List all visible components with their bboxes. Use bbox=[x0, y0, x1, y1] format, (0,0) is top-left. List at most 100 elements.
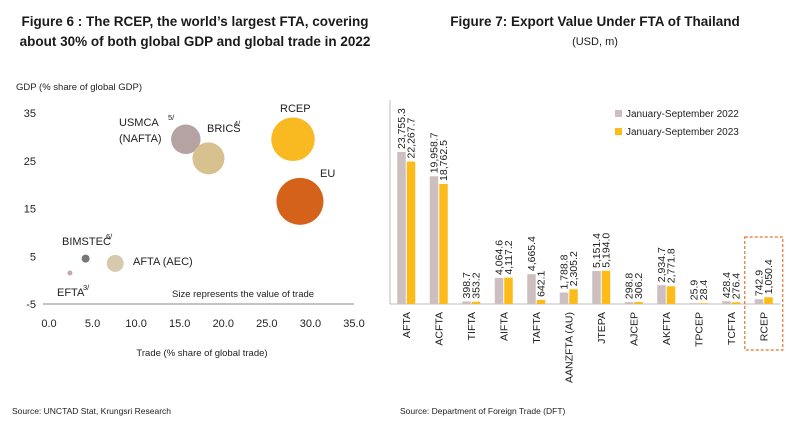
x-tick-label: 30.0 bbox=[300, 318, 321, 330]
bar-data-label: 353.2 bbox=[471, 272, 483, 298]
bar-chart: 23,755.322,267.7 AFTA 19,958.718,762.5 ACFT… bbox=[389, 100, 784, 383]
bar-data-label: 1,788.8 bbox=[559, 254, 571, 289]
bar-data-label: 298.8 bbox=[624, 273, 636, 299]
bubble-label: RCEP bbox=[280, 103, 311, 115]
category-label: TCFTA bbox=[726, 312, 738, 345]
x-tick-label: 20.0 bbox=[213, 318, 234, 330]
bar-data-label: 5,194.0 bbox=[601, 233, 613, 268]
bar-2022 bbox=[592, 271, 601, 304]
x-tick-label: 0.0 bbox=[41, 318, 56, 330]
category-label: AJCEP bbox=[628, 312, 640, 346]
bar-2023 bbox=[439, 183, 448, 304]
y-tick-label: 25 bbox=[24, 156, 36, 168]
x-tick-label: 15.0 bbox=[169, 318, 190, 330]
bubble-point bbox=[276, 177, 324, 225]
bar-2022 bbox=[527, 274, 536, 304]
bar-data-label: 25.9 bbox=[689, 280, 701, 301]
figure6-source: Source: UNCTAD Stat, Krungsri Research bbox=[12, 406, 172, 416]
bar-data-label: 5,151.4 bbox=[591, 233, 603, 268]
bar-2022 bbox=[722, 301, 731, 304]
x-tick-label: 5.0 bbox=[85, 318, 100, 330]
bar-data-label: 23,755.3 bbox=[396, 108, 408, 149]
bar-data-label: 428.4 bbox=[721, 272, 733, 298]
x-tick-label: 35.0 bbox=[343, 318, 364, 330]
rcep-highlight-box bbox=[744, 236, 784, 351]
bubble-point bbox=[192, 142, 225, 175]
legend-label: January-September 2022 bbox=[626, 109, 739, 120]
bar-data-label: 1,050.4 bbox=[763, 259, 775, 294]
y-tick-label: -5 bbox=[26, 299, 36, 311]
y-tick-label: 5 bbox=[30, 251, 36, 263]
bar-data-label: 2,771.8 bbox=[666, 248, 678, 283]
legend-label: January-September 2023 bbox=[626, 127, 739, 138]
bar-data-label: 2,305.2 bbox=[568, 251, 580, 286]
bar-2022 bbox=[462, 301, 471, 304]
bar-data-label: 642.1 bbox=[536, 270, 548, 296]
bar-2023 bbox=[666, 286, 676, 304]
x-tick-label: 25.0 bbox=[256, 318, 277, 330]
bar-2022 bbox=[657, 285, 666, 304]
y-tick-label: 15 bbox=[24, 204, 36, 216]
bar-2022 bbox=[559, 292, 569, 304]
bubble-label-superscript: 6/ bbox=[106, 232, 113, 241]
bubble-chart: GDP (% share of global GDP) 35 25 15 5 -5 0.0 5… bbox=[16, 82, 365, 359]
figure7-unit: (USD, m) bbox=[572, 36, 618, 48]
bubble-label: EFTA bbox=[57, 287, 85, 299]
y-axis-label: GDP (% share of global GDP) bbox=[16, 82, 142, 93]
category-label: AIFTA bbox=[498, 312, 510, 341]
bar-2023 bbox=[504, 277, 513, 304]
x-tick-label: 10.0 bbox=[125, 318, 146, 330]
bar-2023 bbox=[634, 302, 643, 304]
bar-2023 bbox=[471, 301, 481, 304]
bubble-label-superscript: 3/ bbox=[83, 283, 90, 292]
bubble-label: USMCA bbox=[119, 117, 159, 129]
category-label: AKFTA bbox=[661, 312, 673, 345]
bar-data-label: 4,117.2 bbox=[503, 240, 515, 274]
figure7-source: Source: Department of Foreign Trade (DFT… bbox=[400, 406, 566, 416]
bar-data-label: 276.4 bbox=[731, 273, 743, 299]
bar-data-label: 4,064.6 bbox=[494, 240, 506, 275]
bubble-point bbox=[106, 254, 124, 272]
bubble-point bbox=[171, 124, 201, 155]
bar-2023 bbox=[699, 303, 708, 304]
x-axis-label: Trade (% share of global trade) bbox=[136, 348, 267, 359]
bar-data-label: 4,665.4 bbox=[526, 236, 538, 271]
bar-2022 bbox=[494, 277, 504, 304]
bar-2023 bbox=[731, 302, 741, 304]
bubble-point bbox=[67, 270, 73, 276]
category-label: TPCEP bbox=[693, 312, 705, 347]
y-tick-label: 35 bbox=[24, 108, 36, 120]
legend-swatch bbox=[615, 128, 622, 135]
bubble-label: EU bbox=[320, 168, 335, 180]
category-label: TIFTA bbox=[466, 312, 478, 340]
bar-data-label: 306.2 bbox=[633, 273, 645, 299]
bar-data-label: 742.9 bbox=[754, 270, 766, 296]
bar-2023 bbox=[764, 297, 773, 304]
bubble-label: AFTA (AEC) bbox=[133, 256, 193, 268]
bar-data-label: 28.4 bbox=[698, 280, 710, 301]
bar-2022 bbox=[397, 152, 406, 304]
bar-data-label: 398.7 bbox=[461, 272, 473, 298]
legend-swatch bbox=[615, 110, 622, 117]
bar-data-label: 22,267.7 bbox=[406, 117, 418, 158]
category-label: AFTA bbox=[401, 312, 413, 338]
bar-2022 bbox=[624, 302, 634, 304]
bar-data-label: 19,958.7 bbox=[429, 132, 441, 173]
bubble-label-superscript: 4/ bbox=[234, 119, 241, 128]
bubble-label: BRICS bbox=[207, 123, 241, 135]
figure6-title: Figure 6 : The RCEP, the world’s largest… bbox=[19, 14, 371, 49]
bar-2023 bbox=[406, 161, 416, 304]
bar-2023 bbox=[601, 270, 611, 304]
category-label: TAFTA bbox=[531, 312, 543, 344]
bar-2022 bbox=[689, 303, 699, 304]
bar-2022 bbox=[429, 176, 439, 304]
category-label: AANZFTA (AU) bbox=[563, 312, 575, 383]
category-label: ACFTA bbox=[433, 312, 445, 346]
bubble-label-superscript: 5/ bbox=[168, 113, 175, 122]
bar-data-label: 2,934.7 bbox=[656, 247, 668, 282]
bubble-point bbox=[271, 117, 315, 162]
bubble-point bbox=[81, 254, 90, 263]
bar-2023 bbox=[569, 289, 578, 304]
bar-data-label: 18,762.5 bbox=[438, 140, 450, 181]
category-label: RCEP bbox=[758, 312, 770, 341]
